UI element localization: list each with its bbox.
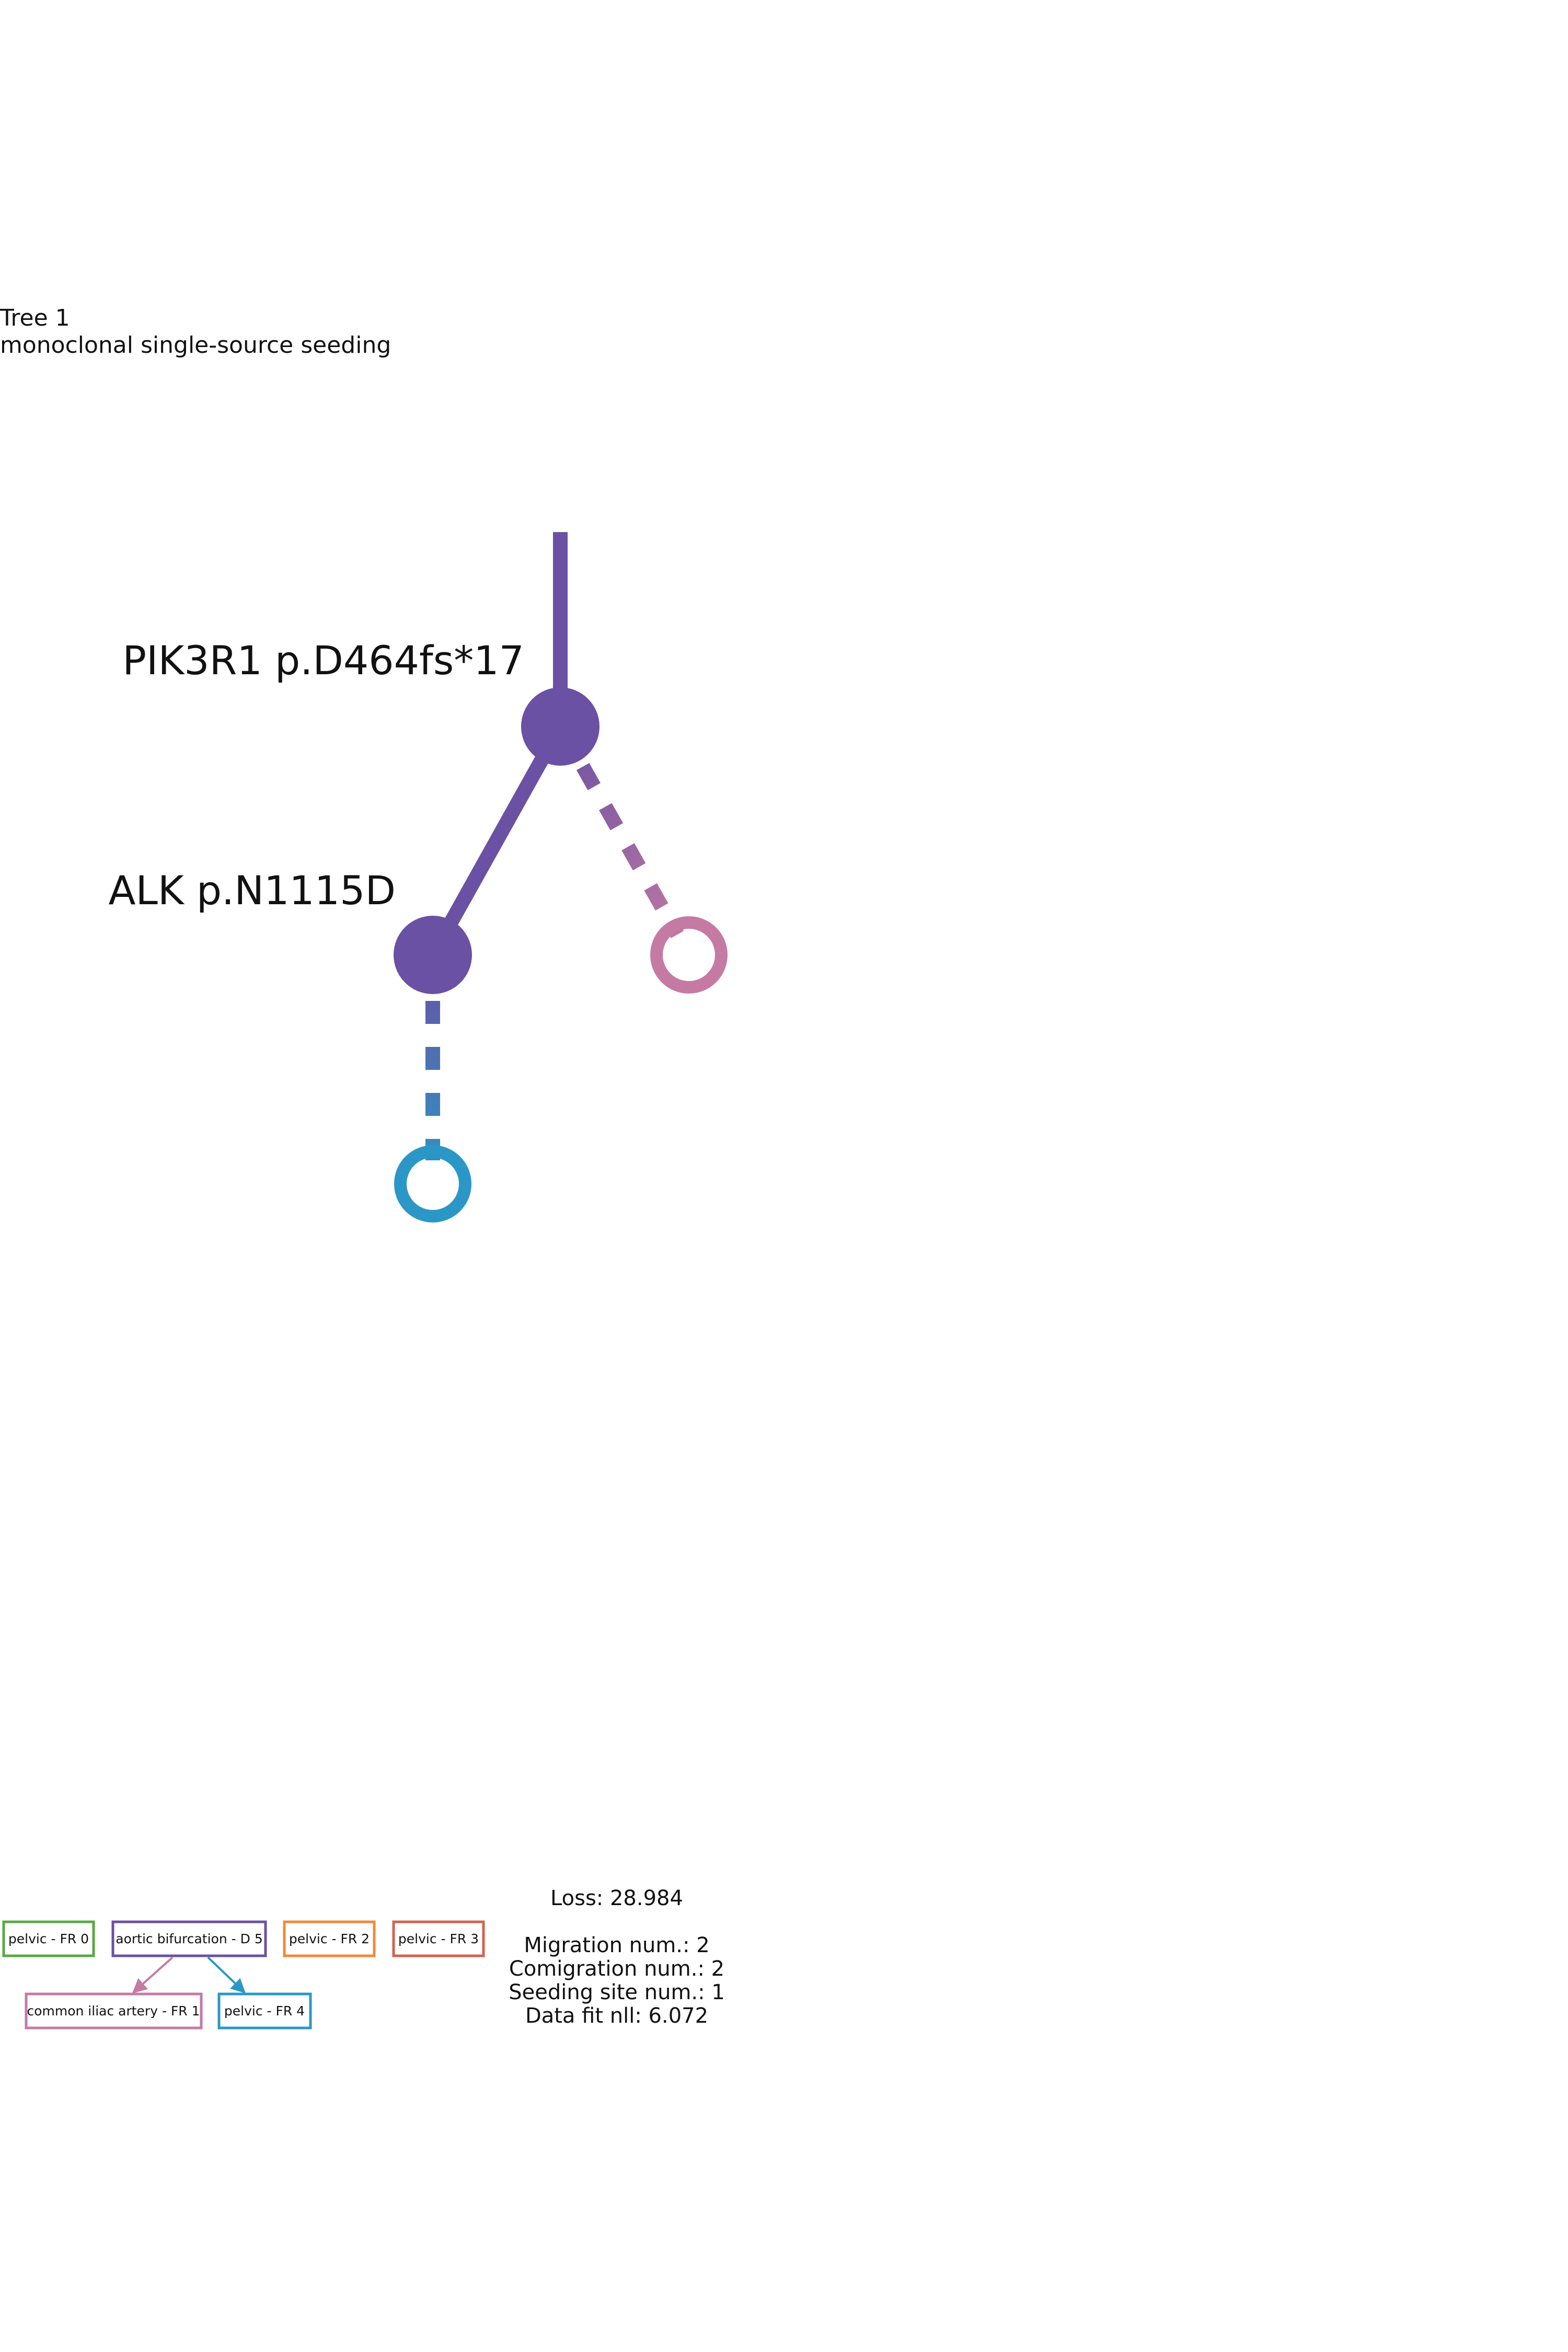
legend: pelvic - FR 0 aortic bifurcation - D 5 p… bbox=[2, 1920, 485, 2030]
legend-label-pelvic-fr0: pelvic - FR 0 bbox=[8, 1931, 89, 1946]
legend-box-common-iliac-artery bbox=[25, 1992, 203, 2030]
tree-node-n4 bbox=[394, 1145, 471, 1223]
edge-n1-n2 bbox=[426, 723, 567, 959]
legend-box-pelvic-fr0 bbox=[2, 1920, 95, 1957]
migration-arrow-to-pelvic-fr4 bbox=[207, 1956, 246, 1993]
legend-label-aortic-bifurcation: aortic bifurcation - D 5 bbox=[116, 1931, 263, 1946]
stat-comigration: Comigration num.: 2 bbox=[509, 1957, 725, 1981]
legend-label-common-iliac-artery: common iliac artery - FR 1 bbox=[27, 2003, 200, 2019]
stat-datafit: Data fit nll: 6.072 bbox=[525, 2004, 709, 2028]
stat-seeding: Seeding site num.: 1 bbox=[509, 1980, 725, 2004]
legend-label-pelvic-fr3: pelvic - FR 3 bbox=[398, 1931, 479, 1946]
legend-box-pelvic-fr3 bbox=[392, 1920, 485, 1957]
tree-subtitle: monoclonal single-source seeding bbox=[0, 332, 391, 359]
stat-migration: Migration num.: 2 bbox=[524, 1933, 710, 1957]
node-label-n2: ALK p.N1115D bbox=[108, 867, 396, 914]
tree-node-n2 bbox=[394, 916, 472, 994]
edge-n1-n3 bbox=[554, 723, 684, 938]
tree-node-n1 bbox=[521, 687, 599, 766]
node-label-n1: PIK3R1 p.D464fs*17 bbox=[122, 637, 524, 684]
stat-loss: Loss: 28.984 bbox=[550, 1886, 683, 1910]
legend-box-aortic-bifurcation bbox=[111, 1920, 267, 1957]
legend-box-pelvic-fr2 bbox=[283, 1920, 376, 1957]
migration-arrow-to-common-iliac bbox=[132, 1956, 174, 1993]
legend-label-pelvic-fr2: pelvic - FR 2 bbox=[289, 1931, 370, 1946]
stats-block: Loss: 28.984 Migration num.: 2 Comigrati… bbox=[502, 1887, 732, 2028]
legend-box-pelvic-fr4 bbox=[217, 1992, 312, 2030]
tree-node-n3 bbox=[650, 916, 728, 994]
legend-label-pelvic-fr4: pelvic - FR 4 bbox=[224, 2003, 305, 2019]
title-block: Tree 1 monoclonal single-source seeding bbox=[0, 305, 391, 359]
stats-gap bbox=[502, 1910, 732, 1934]
tree-title: Tree 1 bbox=[0, 305, 70, 331]
